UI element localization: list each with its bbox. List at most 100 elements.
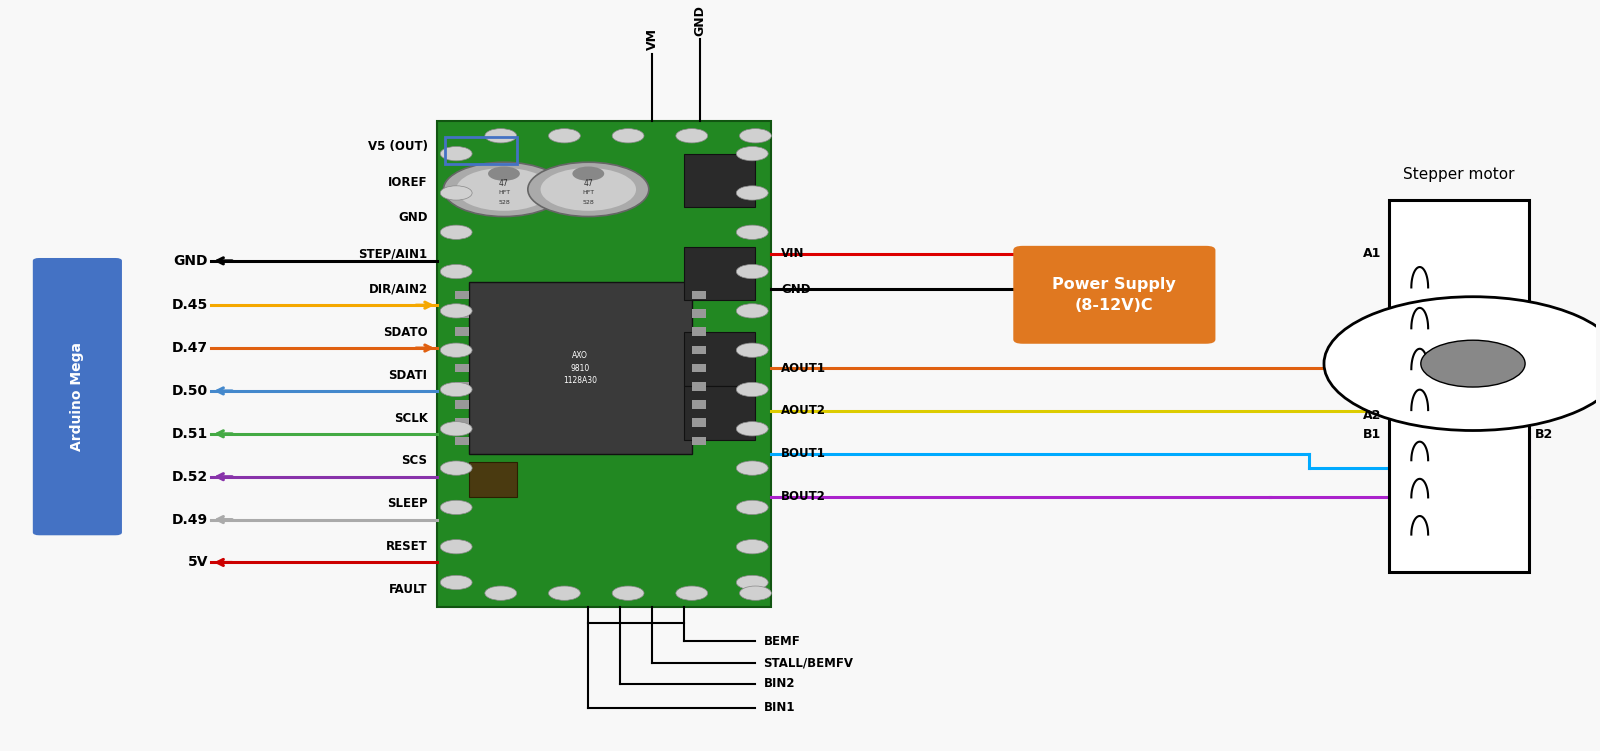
Circle shape: [736, 264, 768, 279]
Circle shape: [440, 303, 472, 318]
Bar: [469, 282, 691, 454]
Text: AOUT2: AOUT2: [781, 405, 826, 418]
Circle shape: [440, 500, 472, 514]
Text: AXO
9810
1128A30: AXO 9810 1128A30: [563, 351, 597, 385]
Circle shape: [528, 162, 648, 216]
Bar: [691, 291, 706, 300]
Circle shape: [440, 461, 472, 475]
Circle shape: [456, 168, 552, 211]
Circle shape: [485, 586, 517, 600]
Text: GND: GND: [781, 283, 810, 296]
Circle shape: [440, 343, 472, 357]
Text: 5V: 5V: [187, 556, 208, 569]
Circle shape: [541, 168, 637, 211]
Bar: [437, 122, 771, 608]
Circle shape: [440, 146, 472, 161]
Circle shape: [488, 167, 520, 181]
Circle shape: [443, 162, 565, 216]
Circle shape: [736, 382, 768, 397]
Circle shape: [675, 128, 707, 143]
Text: FAULT: FAULT: [389, 583, 427, 596]
Circle shape: [736, 303, 768, 318]
Text: GND: GND: [173, 254, 208, 268]
Bar: [454, 436, 469, 445]
Text: D.45: D.45: [171, 298, 208, 312]
Text: D.50: D.50: [171, 384, 208, 398]
Circle shape: [440, 264, 472, 279]
Circle shape: [736, 185, 768, 200]
Text: SDATI: SDATI: [389, 369, 427, 382]
Text: GND: GND: [398, 212, 427, 225]
Text: SCS: SCS: [402, 454, 427, 467]
Text: D.47: D.47: [171, 341, 208, 355]
Text: BIN2: BIN2: [763, 677, 795, 690]
Bar: [691, 345, 706, 354]
Circle shape: [739, 586, 771, 600]
Bar: [691, 418, 706, 427]
Text: BOUT1: BOUT1: [781, 448, 826, 460]
Text: AOUT1: AOUT1: [781, 361, 826, 375]
Text: 528: 528: [498, 200, 510, 205]
Bar: [683, 154, 755, 207]
Text: SDATO: SDATO: [382, 326, 427, 339]
Text: VIN: VIN: [781, 247, 805, 260]
Text: Stepper motor: Stepper motor: [1403, 167, 1515, 182]
Circle shape: [440, 382, 472, 397]
Bar: [454, 309, 469, 318]
Circle shape: [736, 225, 768, 240]
Circle shape: [736, 539, 768, 554]
Text: STEP/AIN1: STEP/AIN1: [358, 247, 427, 260]
Bar: [454, 291, 469, 300]
Text: Power Supply
(8-12V)C: Power Supply (8-12V)C: [1053, 277, 1176, 313]
Text: SCLK: SCLK: [394, 412, 427, 424]
Text: B1: B1: [1363, 428, 1381, 441]
Text: B2: B2: [1536, 428, 1554, 441]
Bar: [454, 345, 469, 354]
FancyBboxPatch shape: [1013, 246, 1216, 344]
Bar: [454, 400, 469, 409]
Circle shape: [736, 421, 768, 436]
Bar: [683, 246, 755, 300]
Text: RESET: RESET: [386, 540, 427, 553]
Circle shape: [736, 575, 768, 590]
Text: IOREF: IOREF: [389, 176, 427, 189]
Text: BEMF: BEMF: [763, 635, 800, 647]
Text: 47: 47: [499, 179, 509, 189]
Text: Arduino Mega: Arduino Mega: [70, 342, 85, 451]
Bar: [683, 386, 755, 439]
Circle shape: [736, 500, 768, 514]
Text: D.52: D.52: [171, 469, 208, 484]
Bar: [691, 436, 706, 445]
Circle shape: [440, 539, 472, 554]
Text: STALL/BEMFV: STALL/BEMFV: [763, 656, 853, 669]
Text: V5 (OUT): V5 (OUT): [368, 140, 427, 153]
Circle shape: [736, 146, 768, 161]
Text: SLEEP: SLEEP: [387, 497, 427, 511]
Text: HFT: HFT: [498, 191, 510, 195]
Circle shape: [675, 586, 707, 600]
Circle shape: [1421, 340, 1525, 387]
Bar: [1389, 200, 1530, 572]
Bar: [454, 382, 469, 391]
Text: D.49: D.49: [171, 513, 208, 526]
Bar: [445, 137, 517, 164]
Circle shape: [736, 461, 768, 475]
Text: A1: A1: [1363, 248, 1381, 261]
Text: 528: 528: [582, 200, 594, 205]
Bar: [454, 363, 469, 372]
Circle shape: [1323, 297, 1600, 430]
Circle shape: [440, 421, 472, 436]
Bar: [683, 332, 755, 386]
Circle shape: [736, 343, 768, 357]
Text: HFT: HFT: [582, 191, 594, 195]
Circle shape: [440, 575, 472, 590]
Bar: [691, 327, 706, 336]
Bar: [691, 400, 706, 409]
Bar: [469, 463, 517, 496]
Text: A2: A2: [1363, 409, 1381, 422]
Bar: [691, 382, 706, 391]
Bar: [691, 363, 706, 372]
Text: BOUT2: BOUT2: [781, 490, 826, 503]
Circle shape: [573, 167, 605, 181]
Text: BIN1: BIN1: [763, 701, 795, 714]
